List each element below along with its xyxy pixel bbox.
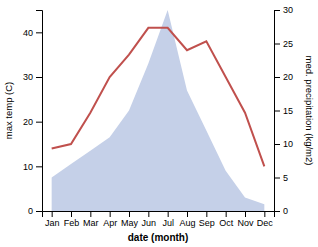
tick-mark xyxy=(71,211,72,217)
tick: 0 xyxy=(274,206,288,216)
tick-mark xyxy=(36,211,42,212)
tick-mark xyxy=(274,178,280,179)
tick-label: Jul xyxy=(162,218,174,228)
tick: Aug xyxy=(179,211,195,228)
tick: Jan xyxy=(45,211,60,228)
tick-label: 20 xyxy=(23,117,33,127)
tick-mark xyxy=(148,211,149,217)
tick-mark xyxy=(90,211,91,217)
tick: Jun xyxy=(142,211,157,228)
tick-mark xyxy=(52,211,53,217)
tick-label: Dec xyxy=(257,218,274,228)
axis-domain xyxy=(275,11,281,212)
tick: May xyxy=(121,211,139,228)
tick-label: 20 xyxy=(283,72,293,82)
tick: 15 xyxy=(274,106,293,116)
tick: Apr xyxy=(103,211,117,228)
tick-label: 5 xyxy=(283,173,288,183)
tick: Sep xyxy=(199,211,215,228)
tick-label: 0 xyxy=(283,206,288,216)
tick-label: Mar xyxy=(83,218,99,228)
tick: Mar xyxy=(83,211,99,228)
tick: 5 xyxy=(274,173,288,183)
tick-mark xyxy=(274,77,280,78)
tick-mark xyxy=(226,211,227,217)
y-axis: 0 10 20 30 40 xyxy=(23,11,43,217)
area xyxy=(52,10,265,211)
tick-label: 40 xyxy=(23,28,33,38)
tick-mark xyxy=(274,111,280,112)
tick-label: 30 xyxy=(283,5,293,15)
tick-mark xyxy=(274,144,280,145)
tick: 25 xyxy=(274,39,293,49)
tick-mark xyxy=(168,211,169,217)
tick-mark xyxy=(36,77,42,78)
tick-mark xyxy=(274,44,280,45)
tick-label: 15 xyxy=(283,106,293,116)
x-axis: Jan FebMar Apr MayJun Jul Aug Sep OctNovDec xyxy=(43,211,275,228)
tick-label: 10 xyxy=(283,139,293,149)
tick: 30 xyxy=(23,72,42,82)
tick: 30 xyxy=(274,5,293,15)
tick-label: Nov xyxy=(237,218,254,228)
tick-label: Oct xyxy=(219,218,234,228)
tick-mark xyxy=(274,10,280,11)
tick-label: Apr xyxy=(103,218,117,228)
tick-label: Aug xyxy=(179,218,195,228)
tick: Oct xyxy=(219,211,234,228)
x-axis-title: date (month) xyxy=(128,232,189,243)
tick-mark xyxy=(274,211,280,212)
tick-mark xyxy=(36,122,42,123)
tick: 20 xyxy=(23,117,42,127)
tick-mark xyxy=(187,211,188,217)
tick-label: Sep xyxy=(199,218,215,228)
tick-label: 25 xyxy=(283,39,293,49)
tick: 40 xyxy=(23,28,42,38)
tick: Nov xyxy=(237,211,254,228)
tick-label: 0 xyxy=(28,206,33,216)
tick-label: 30 xyxy=(23,72,33,82)
plot-root: Jan FebMar Apr MayJun Jul Aug Sep OctNovDec 0 10 2… xyxy=(3,5,315,243)
tick: 0 xyxy=(28,206,42,216)
tick-mark xyxy=(36,32,42,33)
tick: Feb xyxy=(64,211,80,228)
chart-svg: Jan FebMar Apr MayJun Jul Aug Sep OctNovDec 0 10 2… xyxy=(0,0,318,247)
tick-label: 10 xyxy=(23,162,33,172)
tick: Dec xyxy=(257,211,274,228)
y2-axis: 0 5 10 15 20 25 30 xyxy=(274,5,293,216)
y2-axis-title: med. precipitation (kg/m2) xyxy=(304,56,315,166)
line xyxy=(52,28,265,166)
tick-label: Jan xyxy=(45,218,60,228)
tick-mark xyxy=(110,211,111,217)
marks xyxy=(52,10,265,211)
y-axis-title: max temp (C) xyxy=(3,82,14,140)
tick-mark xyxy=(36,166,42,167)
tick-label: Jun xyxy=(142,218,157,228)
tick-mark xyxy=(206,211,207,217)
tick-mark xyxy=(129,211,130,217)
tick-mark xyxy=(245,211,246,217)
tick: 10 xyxy=(274,139,293,149)
tick-mark xyxy=(264,211,265,217)
axis-domain xyxy=(43,212,275,218)
tick: Jul xyxy=(162,211,174,228)
chart-container: Jan FebMar Apr MayJun Jul Aug Sep OctNovDec 0 10 2… xyxy=(0,0,318,247)
tick: 20 xyxy=(274,72,293,82)
axis-domain xyxy=(36,11,43,212)
tick-label: Feb xyxy=(64,218,80,228)
tick-label: May xyxy=(121,218,139,228)
tick: 10 xyxy=(23,162,42,172)
